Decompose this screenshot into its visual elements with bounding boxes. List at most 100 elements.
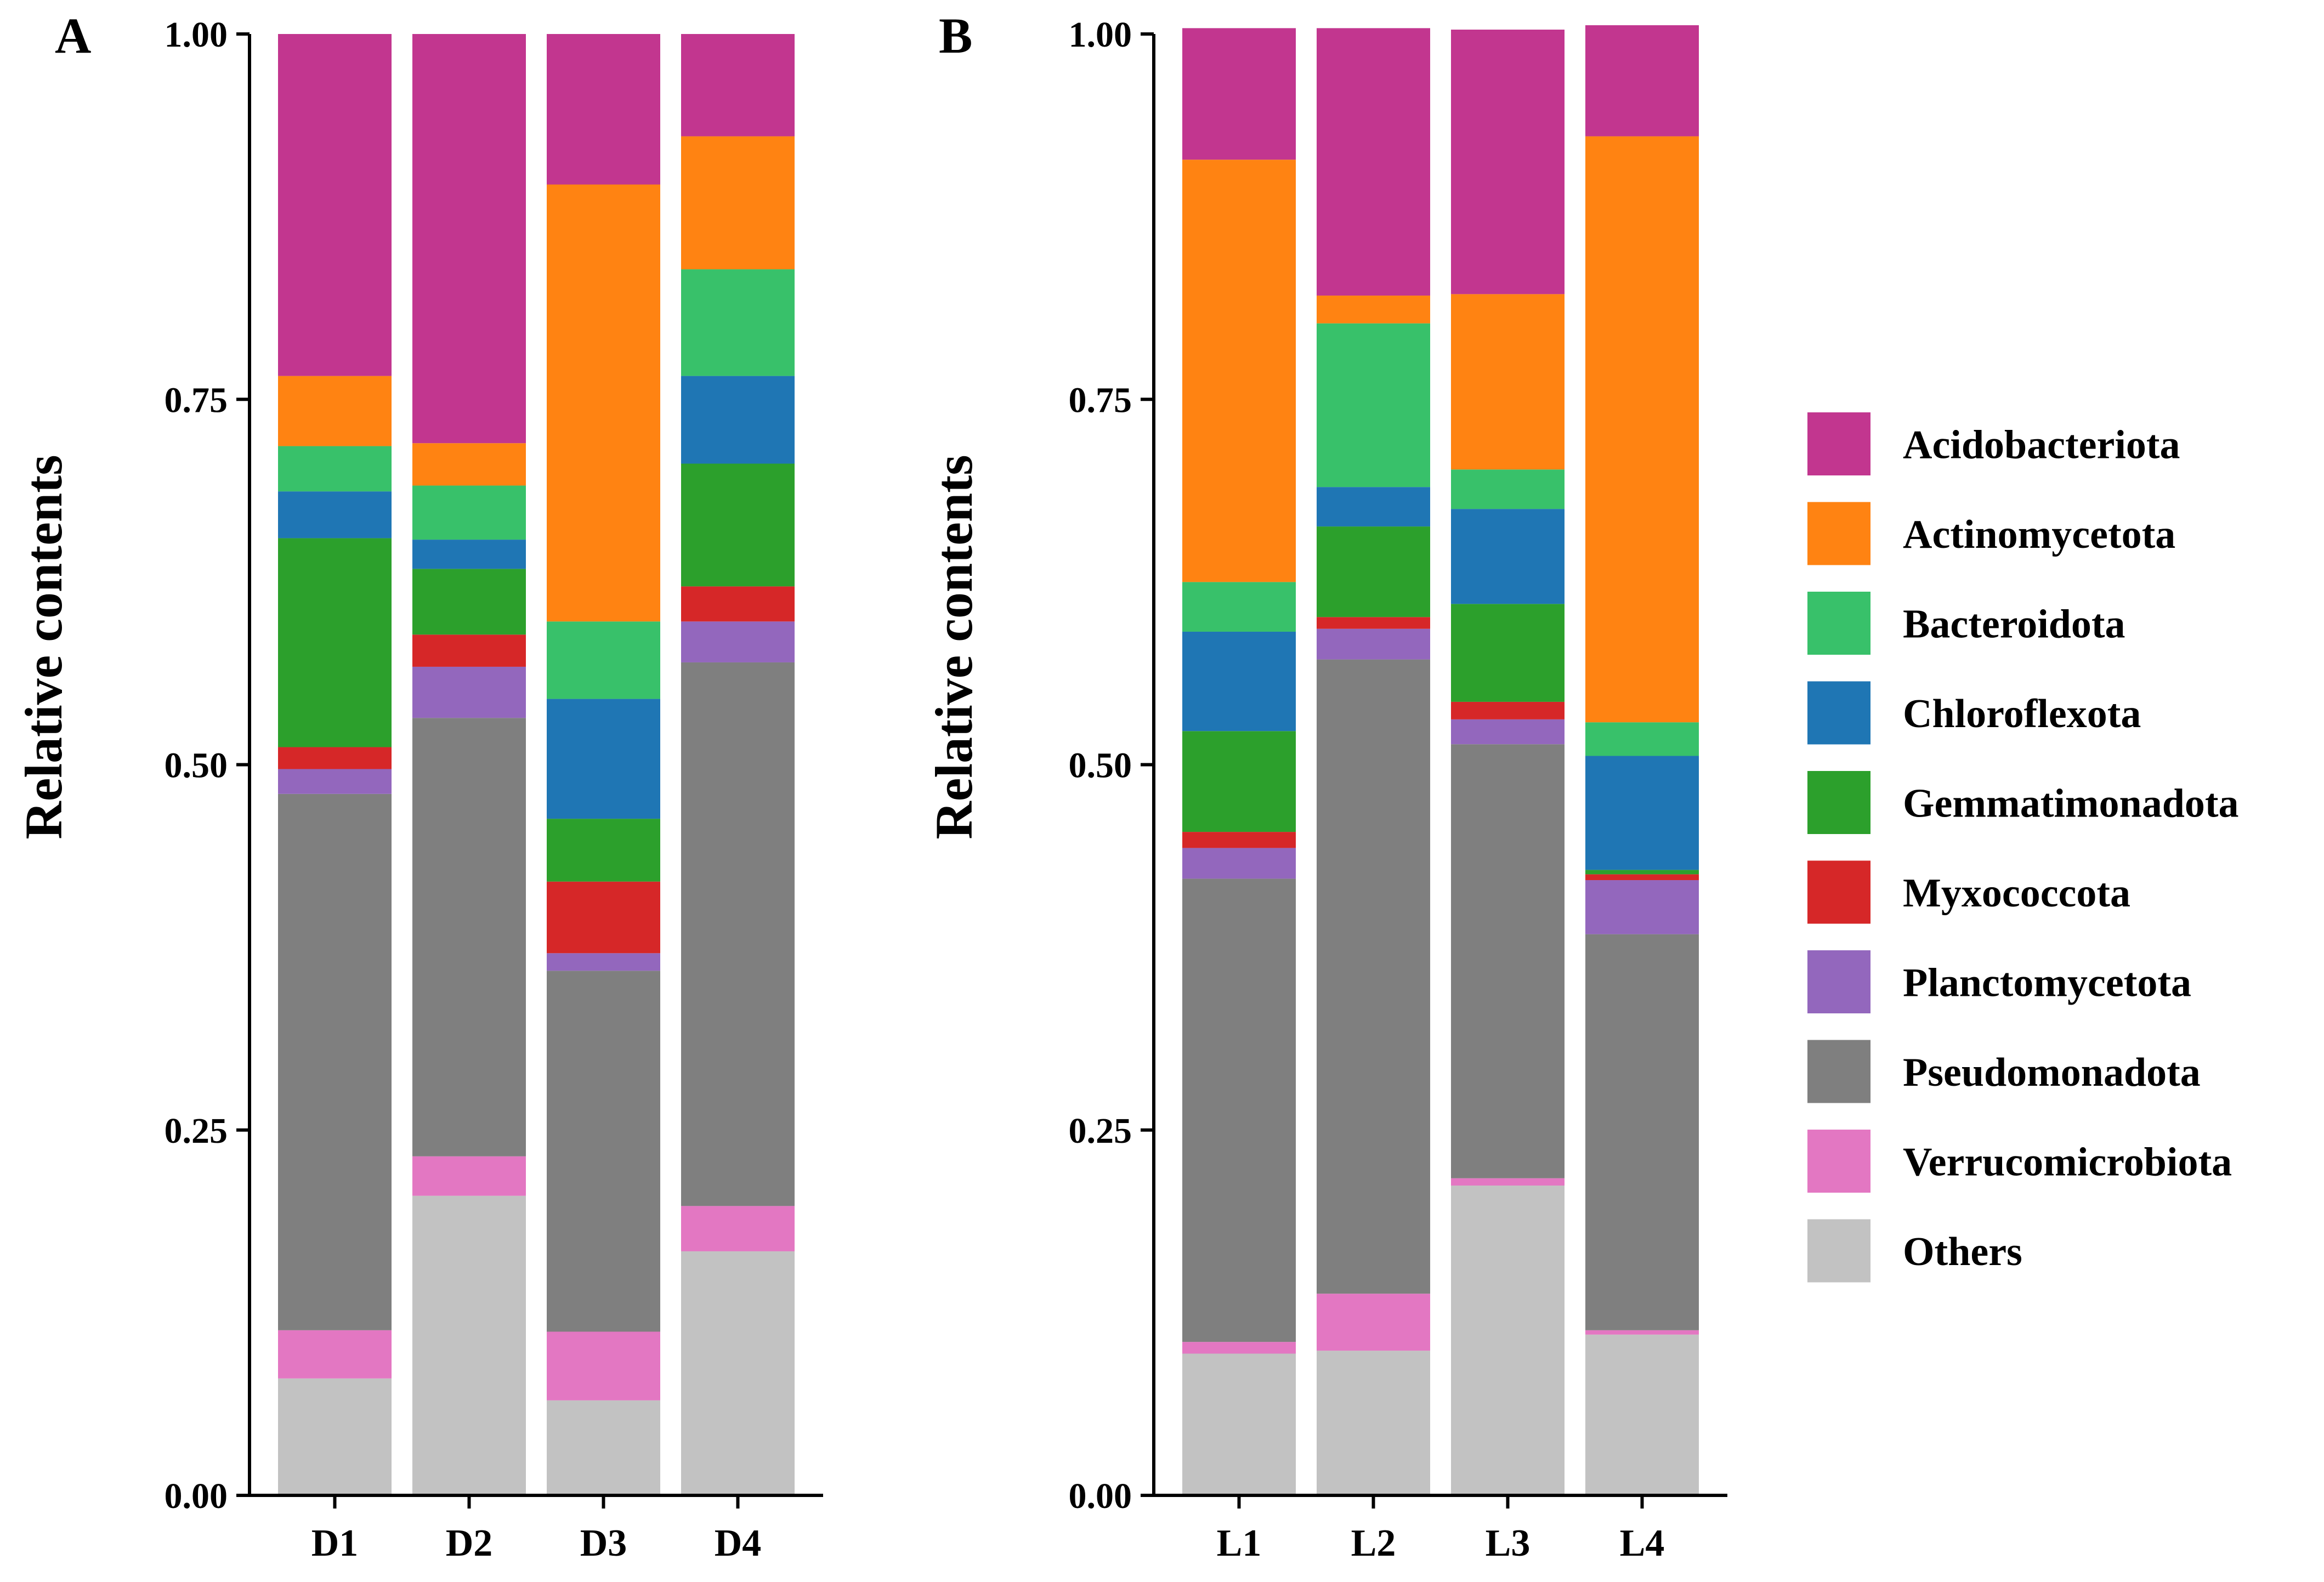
bar-segment-d3-planctomycetota <box>547 953 660 971</box>
legend-swatch-planctomycetota <box>1807 950 1870 1013</box>
bar-segment-l2-pseudomonadota <box>1317 659 1430 1294</box>
bar-segment-d4-acidobacteriota <box>681 34 795 137</box>
bar-segment-l1-gemmatimonadota <box>1182 731 1296 832</box>
legend-label-actinomycetota: Actinomycetota <box>1903 512 2175 557</box>
legend-label-gemmatimonadota: Gemmatimonadota <box>1903 781 2239 826</box>
bar-segment-d2-myxococcota <box>412 634 526 667</box>
panel-a-x-tick-label-d4: D4 <box>715 1522 762 1564</box>
bar-segment-d4-gemmatimonadota <box>681 463 795 587</box>
bar-segment-d2-pseudomonadota <box>412 718 526 1156</box>
bar-segment-l4-verrucomicrobiota <box>1585 1330 1699 1335</box>
legend-swatch-verrucomicrobiota <box>1807 1130 1870 1193</box>
bar-segment-l3-planctomycetota <box>1451 719 1565 745</box>
bar-segment-l1-acidobacteriota <box>1182 28 1296 160</box>
panel-a-bars <box>278 34 795 1495</box>
bar-segment-l4-pseudomonadota <box>1585 934 1699 1330</box>
panel-a-y-tick-label: 1.00 <box>165 15 228 55</box>
legend-swatch-chloroflexota <box>1807 681 1870 745</box>
bar-segment-d3-acidobacteriota <box>547 34 660 185</box>
bar-segment-d4-chloroflexota <box>681 376 795 464</box>
panel-a-y-tick-label: 0.50 <box>165 746 228 786</box>
bar-segment-l1-myxococcota <box>1182 832 1296 848</box>
legend-swatch-gemmatimonadota <box>1807 771 1870 834</box>
panel-a-y-axis-title: Relative contents <box>14 455 73 839</box>
panel-b-letter: B <box>939 8 972 64</box>
bar-segment-d1-others <box>278 1378 392 1495</box>
bar-segment-d2-planctomycetota <box>412 666 526 718</box>
legend-swatch-myxococcota <box>1807 860 1870 924</box>
bar-segment-d1-actinomycetota <box>278 376 392 446</box>
bar-segment-l2-others <box>1317 1351 1430 1495</box>
bar-segment-d1-gemmatimonadota <box>278 538 392 747</box>
bar-segment-l3-chloroflexota <box>1451 509 1565 604</box>
legend-label-myxococcota: Myxococcota <box>1903 871 2130 916</box>
panel-b-y-tick-label: 0.75 <box>1069 380 1132 420</box>
bar-segment-l4-myxococcota <box>1585 874 1699 881</box>
bar-segment-l1-bacteroidota <box>1182 582 1296 632</box>
panel-a-x-tick-label-d1: D1 <box>311 1522 359 1564</box>
panel-b-y-tick-label: 0.50 <box>1069 746 1132 786</box>
panel-b-x-tick-label-l3: L3 <box>1486 1522 1531 1564</box>
bar-segment-l3-gemmatimonadota <box>1451 604 1565 702</box>
panel-b: B Relative contents 0.00 0.25 0.50 0.75 1.00… <box>925 8 1727 1564</box>
bar-segment-l4-acidobacteriota <box>1585 25 1699 137</box>
panel-a-x-tick-label-d2: D2 <box>446 1522 493 1564</box>
panel-b-y-axis-title: Relative contents <box>925 455 983 839</box>
legend-swatch-others <box>1807 1219 1870 1283</box>
panel-a: A Relative contents 0.00 0.25 0.50 0.75 1.00… <box>14 8 823 1564</box>
bar-segment-l4-bacteroidota <box>1585 722 1699 756</box>
legend: Acidobacteriota Actinomycetota Bacteroidot… <box>1807 412 2239 1283</box>
bar-segment-d1-verrucomicrobiota <box>278 1330 392 1379</box>
bar-segment-l3-verrucomicrobiota <box>1451 1178 1565 1186</box>
bar-segment-l1-verrucomicrobiota <box>1182 1342 1296 1354</box>
bar-segment-d2-verrucomicrobiota <box>412 1156 526 1196</box>
bar-segment-l2-gemmatimonadota <box>1317 526 1430 617</box>
bar-segment-d3-chloroflexota <box>547 699 660 819</box>
bar-segment-d4-pseudomonadota <box>681 662 795 1206</box>
bar-segment-l1-planctomycetota <box>1182 848 1296 879</box>
bar-segment-d2-chloroflexota <box>412 540 526 569</box>
bar-segment-l2-planctomycetota <box>1317 628 1430 660</box>
bar-segment-l1-pseudomonadota <box>1182 878 1296 1342</box>
bar-segment-l3-acidobacteriota <box>1451 30 1565 294</box>
legend-label-chloroflexota: Chloroflexota <box>1903 691 2141 736</box>
bar-segment-d2-bacteroidota <box>412 485 526 540</box>
bar-segment-d1-bacteroidota <box>278 446 392 492</box>
panel-b-y-tick-label: 0.25 <box>1069 1111 1132 1151</box>
panel-a-y-tick-label: 0.00 <box>165 1476 228 1516</box>
legend-label-pseudomonadota: Pseudomonadota <box>1903 1050 2201 1095</box>
bar-segment-l3-myxococcota <box>1451 701 1565 719</box>
bar-segment-d4-verrucomicrobiota <box>681 1206 795 1251</box>
bar-segment-l3-actinomycetota <box>1451 294 1565 470</box>
panel-b-x-tick-label-l1: L1 <box>1217 1522 1262 1564</box>
bar-segment-l4-chloroflexota <box>1585 756 1699 870</box>
bar-segment-d1-myxococcota <box>278 747 392 769</box>
panel-b-axes: 0.00 0.25 0.50 0.75 1.00 L1 L2 L3 L4 <box>1069 15 1727 1564</box>
bar-segment-d1-chloroflexota <box>278 491 392 538</box>
bar-segment-d4-planctomycetota <box>681 621 795 662</box>
bar-segment-l3-others <box>1451 1186 1565 1495</box>
bar-segment-l4-planctomycetota <box>1585 880 1699 934</box>
panel-b-bars <box>1182 25 1699 1495</box>
bar-segment-d1-acidobacteriota <box>278 34 392 376</box>
panel-a-axes: 0.00 0.25 0.50 0.75 1.00 D1 D2 D3 D4 <box>165 15 823 1564</box>
legend-swatch-actinomycetota <box>1807 502 1870 565</box>
bar-segment-d3-actinomycetota <box>547 184 660 622</box>
bar-segment-d4-others <box>681 1251 795 1495</box>
bar-segment-l3-pseudomonadota <box>1451 744 1565 1178</box>
bar-segment-l4-gemmatimonadota <box>1585 870 1699 875</box>
bar-segment-d4-actinomycetota <box>681 136 795 270</box>
panel-b-y-tick-label: 1.00 <box>1069 15 1132 55</box>
panel-a-y-tick-label: 0.75 <box>165 380 228 420</box>
bar-segment-d3-verrucomicrobiota <box>547 1331 660 1400</box>
bar-segment-l2-chloroflexota <box>1317 487 1430 527</box>
bar-segment-l2-myxococcota <box>1317 617 1430 629</box>
bar-segment-l2-verrucomicrobiota <box>1317 1294 1430 1351</box>
bar-segment-l2-actinomycetota <box>1317 296 1430 324</box>
bar-segment-l1-chloroflexota <box>1182 631 1296 732</box>
legend-swatch-acidobacteriota <box>1807 412 1870 475</box>
bar-segment-d2-gemmatimonadota <box>412 569 526 635</box>
panel-a-y-tick-label: 0.25 <box>165 1111 228 1151</box>
bar-segment-d3-gemmatimonadota <box>547 819 660 882</box>
